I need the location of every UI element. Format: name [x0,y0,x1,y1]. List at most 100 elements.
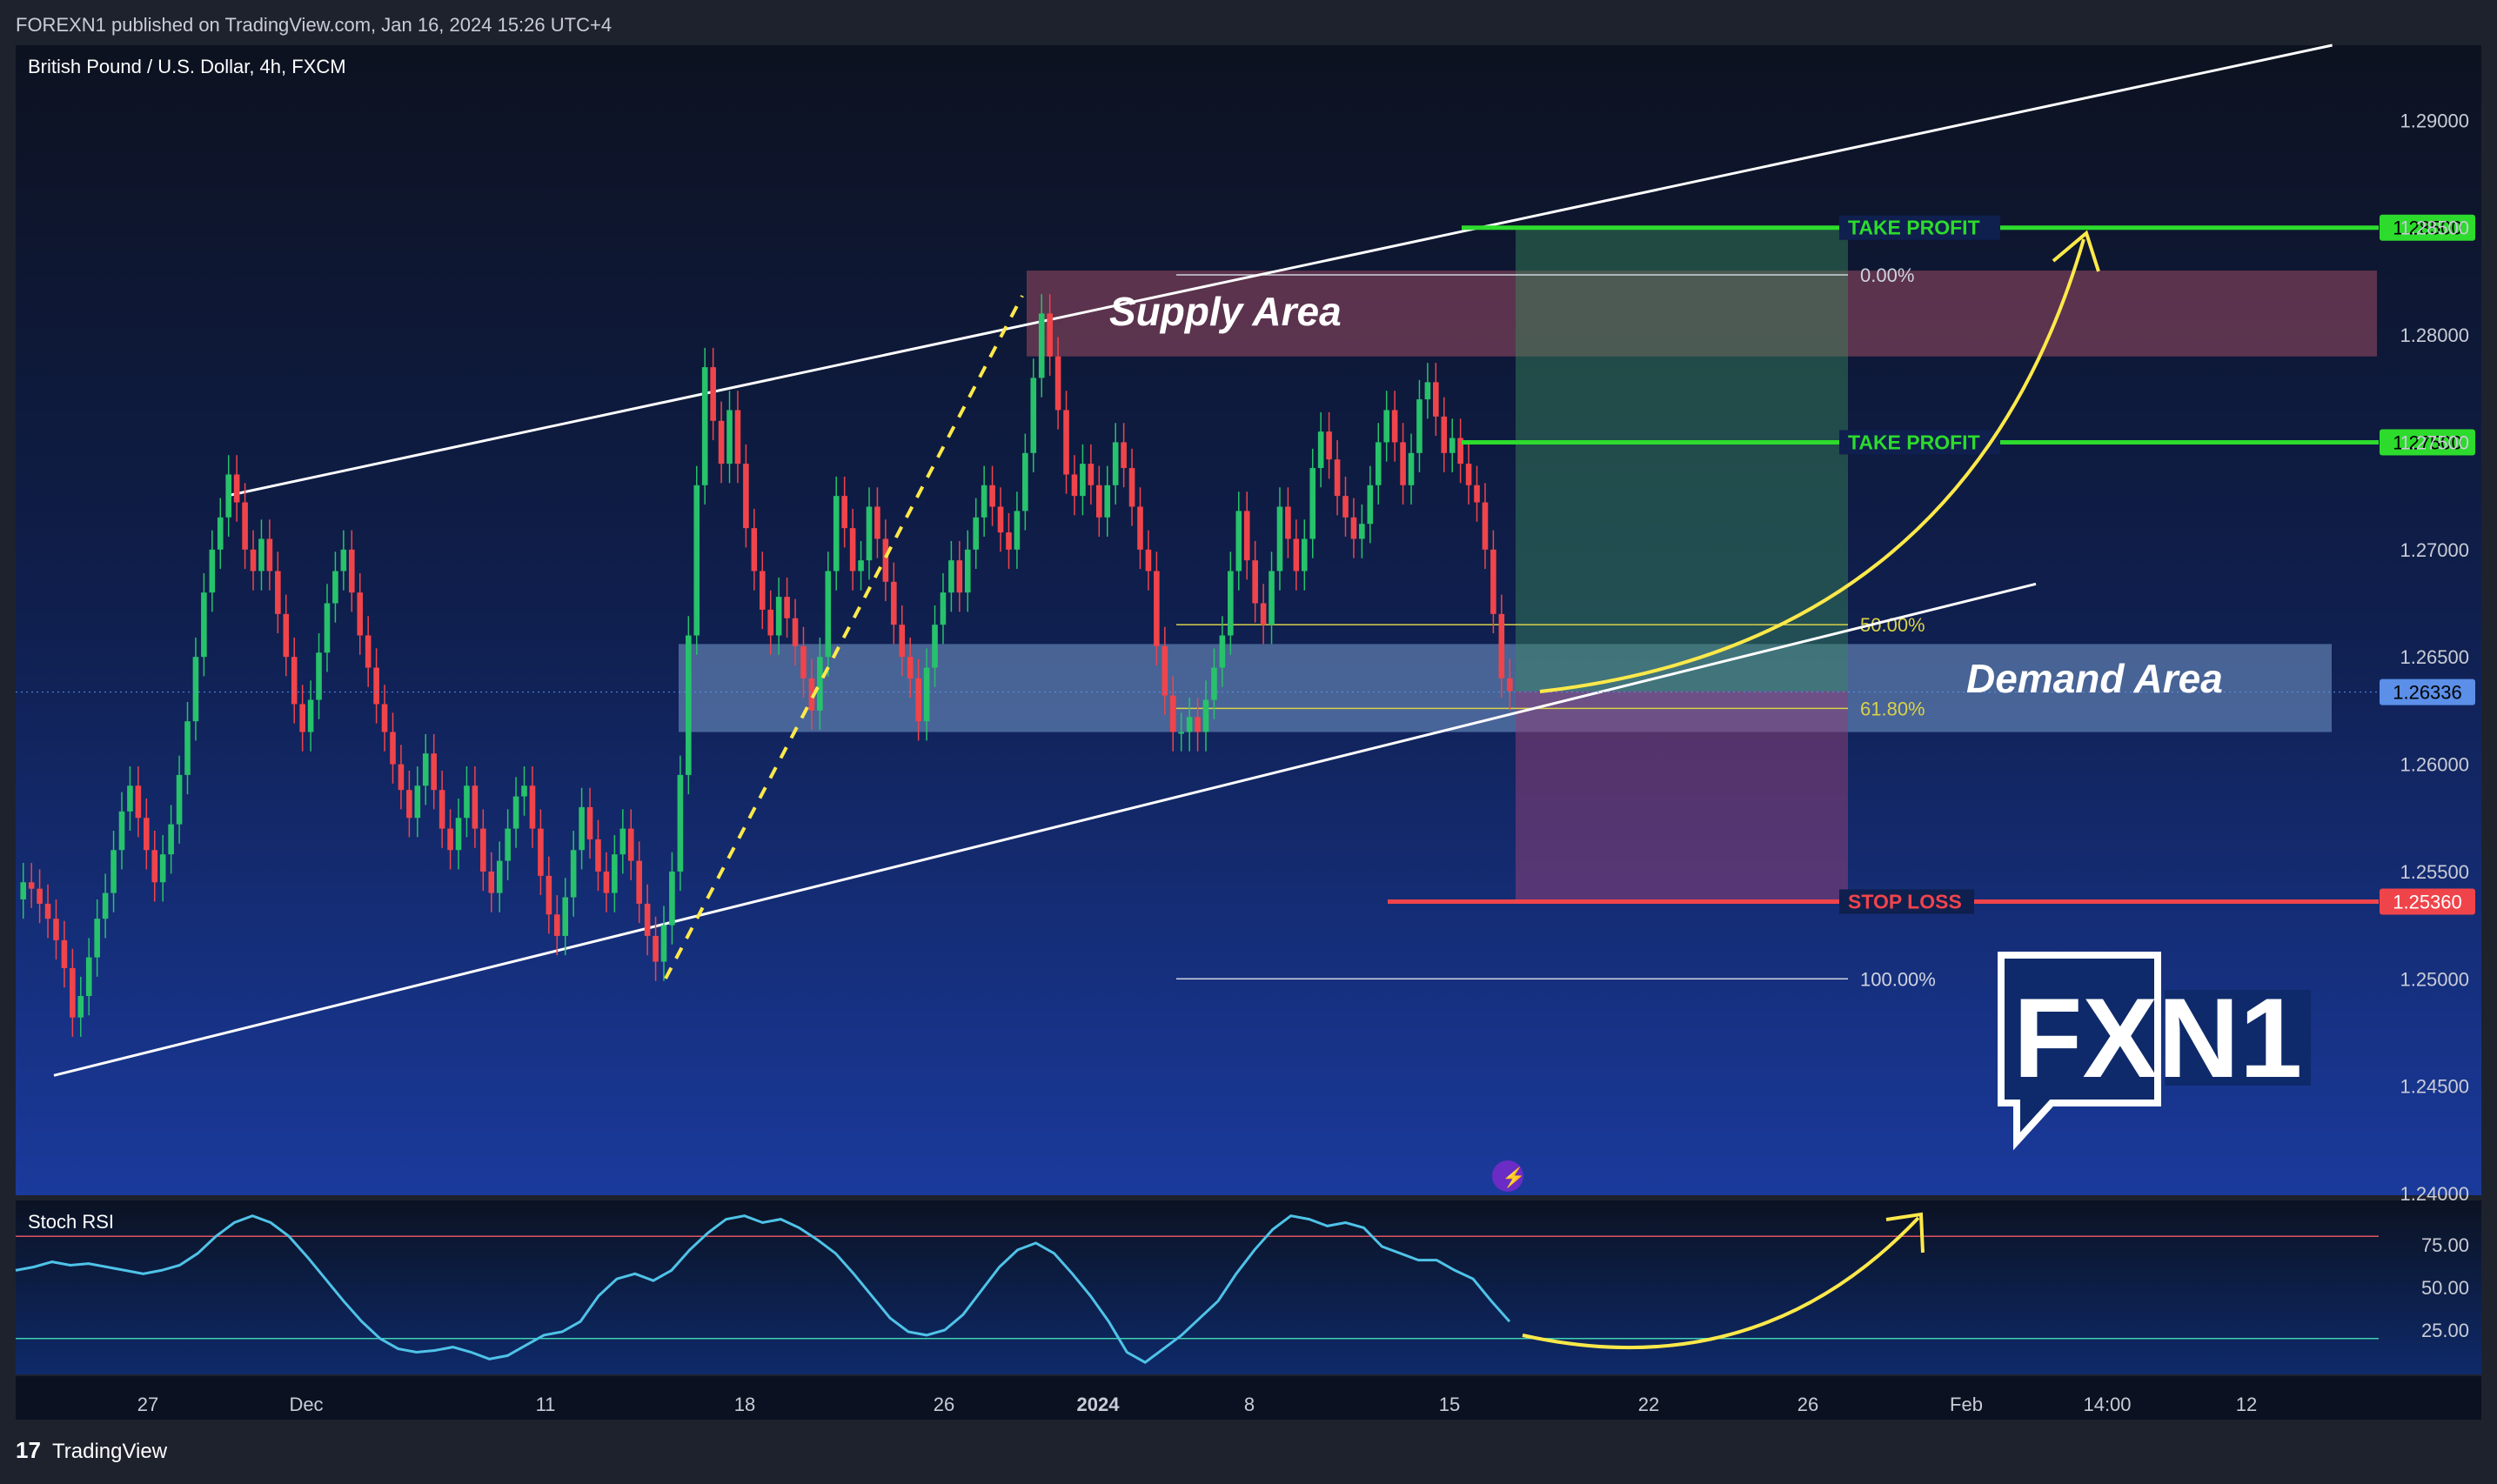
candle [767,590,774,655]
candle [915,658,921,741]
candle [1334,439,1341,516]
price-badge [2380,214,2475,241]
channel-lower-line[interactable] [53,582,2037,1077]
candle [874,487,880,558]
candle [275,551,281,634]
candle [940,572,947,645]
lightning-icon[interactable] [1492,1160,1523,1192]
zones [679,271,2377,732]
candle [225,455,232,538]
candle [677,755,684,892]
candle [792,598,799,666]
candle [1169,676,1176,752]
candle [726,391,733,484]
candle [77,976,84,1037]
candle [882,519,889,602]
trade-level-label: TAKE PROFIT [1848,217,1980,239]
candle [192,637,199,741]
time-tick-label: 14:00 [2083,1394,2131,1415]
time-tick-label: 22 [1638,1394,1659,1415]
candle [1137,487,1143,570]
candle [1211,648,1217,719]
trade-level-label: STOP LOSS [1848,890,1962,912]
candle [94,899,100,977]
candle [1161,626,1168,715]
candle [455,799,462,870]
candle [849,508,856,591]
projection-arrow [1539,238,2085,693]
candle [701,347,708,505]
candle [250,530,257,591]
candle [553,895,560,956]
candle [989,465,995,526]
candle [398,745,405,810]
candle [1424,363,1431,419]
candle [636,841,642,924]
trade-level-label-bg [1839,430,2000,455]
candle [775,577,782,655]
stoch-tick-label: 25.00 [2421,1320,2469,1341]
price-channel [53,43,2333,1077]
demand-zone [679,644,2332,732]
time-axis-background [16,1376,2481,1420]
candle [1047,294,1053,376]
candle [70,948,76,1037]
candle [414,766,421,838]
candle [1490,530,1496,634]
price-tick-label: 1.24000 [2400,1183,2469,1205]
fib-label: 0.00% [1860,264,1914,286]
candle [373,648,379,724]
candle [710,347,716,440]
candle [512,777,519,848]
time-tick-label: 2024 [1077,1394,1121,1415]
candle [316,633,322,719]
candle [1400,423,1406,505]
candle [1128,448,1135,526]
stoch-tick-label: 50.00 [2421,1277,2469,1299]
candle [110,831,117,912]
candle [1449,418,1456,472]
price-tick-label: 1.27500 [2400,431,2469,453]
stoch-tick-label: 75.00 [2421,1234,2469,1256]
candle [956,540,963,612]
candle [1260,584,1267,645]
candles [20,294,1513,1037]
candle [660,906,667,981]
candle [299,685,305,752]
candle [176,755,183,844]
time-tick-label: 11 [536,1394,556,1415]
time-tick-label: 26 [1797,1394,1818,1415]
candle [1030,358,1037,472]
candle [743,444,749,548]
candle [1350,498,1357,558]
candle [381,685,388,752]
candle [1054,337,1061,430]
candle [866,487,873,580]
price-tick-label: 1.29000 [2400,110,2469,131]
candle [1038,294,1045,398]
candle [307,680,314,752]
price-tick-label: 1.27000 [2400,539,2469,561]
candle [1145,530,1152,591]
candle [899,605,906,677]
channel-upper-line[interactable] [225,43,2333,498]
candle [1309,448,1316,558]
candle [1367,465,1374,544]
time-tick-label: Dec [289,1394,323,1415]
time-tick-label: Feb [1950,1394,1983,1415]
candle [28,863,35,908]
candle [907,637,914,699]
candle [266,519,273,591]
candle [1506,658,1513,711]
candle [488,852,495,912]
candle [858,540,864,591]
price-badge [2380,888,2475,915]
candle [422,734,429,806]
candle [348,530,355,612]
candle [118,792,125,870]
candle [538,809,544,896]
candle [1383,391,1389,462]
candle [1006,512,1012,570]
